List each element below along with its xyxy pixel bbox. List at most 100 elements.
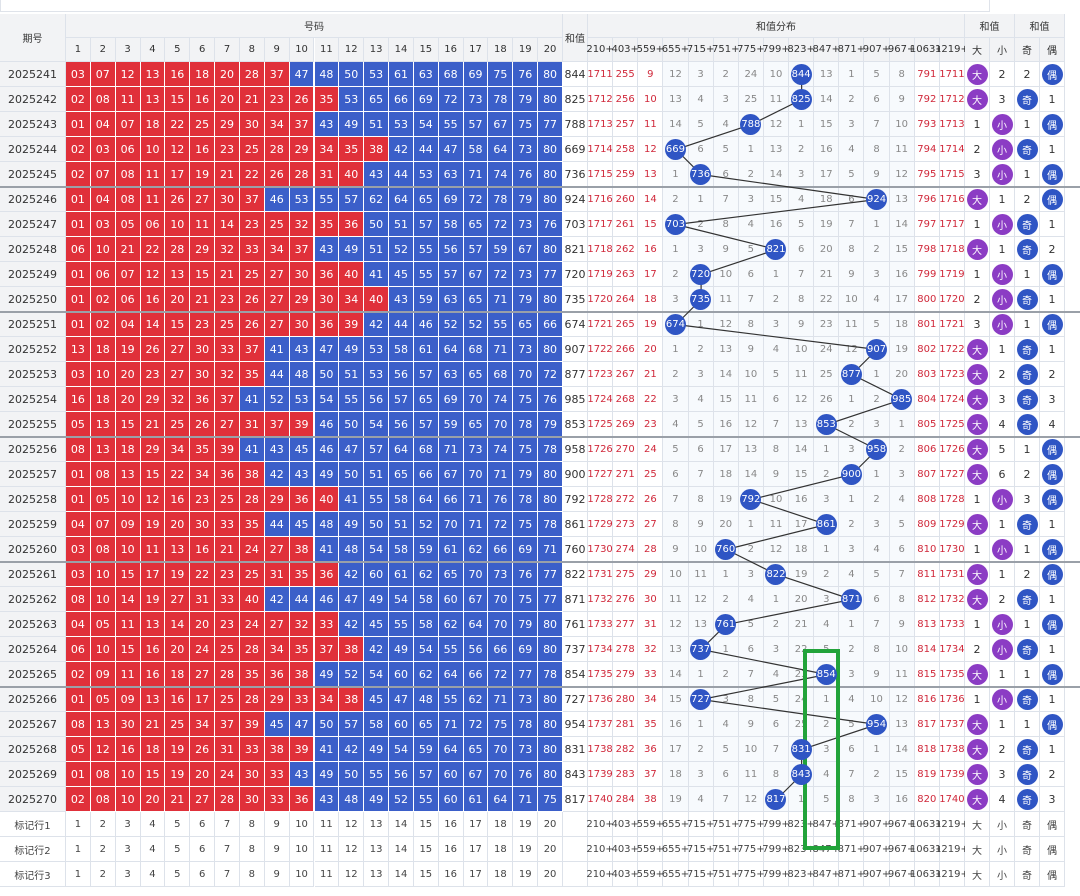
number-cell: 55 [413,787,439,812]
footer-bin: 823+ [787,812,815,837]
distribution-cell: 14 [889,212,915,237]
ball-label: 817 [765,788,787,810]
number-cell: 13 [140,612,166,637]
ball-label: 871 [840,588,862,610]
number-cell: 59 [488,237,514,262]
distribution-cell: 25 [814,362,840,387]
distribution-cell: 9 [864,662,890,687]
ball-label: 831 [790,738,812,760]
distribution-cell: 820 [914,787,940,812]
number-cell: 01 [66,312,91,337]
bigsmall-cell: 1 [990,337,1015,362]
number-cell: 29 [289,287,315,312]
number-cell: 13 [165,537,191,562]
number-cell: 64 [488,787,514,812]
distribution-cell: 7 [889,562,915,587]
number-cell: 27 [264,612,290,637]
footer-bin: 1063+ [910,837,944,862]
number-cell: 68 [463,337,489,362]
footer-bin: 751+ [712,812,739,837]
number-cell: 80 [538,762,563,787]
number-cell: 22 [190,562,216,587]
bigsmall-cell: 大 [965,187,990,212]
number-cell: 23 [215,137,240,162]
oddeven-cell: 奇 [1015,87,1040,112]
number-cell: 23 [239,212,265,237]
ball-label: 大 [966,563,988,585]
number-cell: 47 [339,437,365,462]
number-cell: 13 [165,262,191,287]
number-cell: 73 [513,687,539,712]
period-cell: 2025252 [0,337,66,362]
number-cell: 62 [463,687,489,712]
number-cell: 28 [289,162,315,187]
number-column-header: 17 [463,38,489,62]
distribution-cell: 1 [688,312,714,337]
number-cell: 28 [239,637,265,662]
distribution-cell: 1 [763,587,790,612]
number-cell: 66 [488,637,514,662]
number-cell: 77 [538,562,563,587]
distribution-cell: 1737 [587,712,614,737]
footer-bin: 715+ [687,837,714,862]
footer-bin: 715+ [687,862,714,887]
ball-label: 偶 [1041,438,1063,460]
number-cell: 37 [289,237,315,262]
footer-bin: 1219+ [935,837,969,862]
distribution-cell: 1716 [587,187,614,212]
distribution-cell: 1731 [939,562,965,587]
distribution-cell: 20 [713,512,739,537]
distribution-cell: 276 [613,587,639,612]
number-cell: 25 [239,562,265,587]
ball-label: 843 [790,763,812,785]
number-cell: 35 [314,87,340,112]
number-cell: 58 [413,587,439,612]
distribution-cell: 10 [763,62,790,87]
footer-number: 2 [90,837,116,862]
distribution-cell: 28 [638,537,664,562]
number-cell: 50 [339,412,365,437]
number-cell: 59 [413,287,439,312]
distribution-cell: 871 [839,587,865,612]
footer-bin: 751+ [712,837,739,862]
bigsmall-cell: 3 [990,387,1015,412]
number-cell: 31 [314,162,340,187]
distribution-cell: 1721 [939,312,965,337]
footer-bin: 210+ [586,812,614,837]
number-cell: 36 [289,487,315,512]
footer-number: 6 [190,812,216,837]
number-cell: 11 [115,612,141,637]
footer-bin: 210+ [586,862,614,887]
number-cell: 12 [115,62,141,87]
distribution-cell: 877 [839,362,865,387]
number-cell: 03 [90,137,116,162]
distribution-cell: 801 [914,312,940,337]
number-cell: 55 [389,612,414,637]
sum-cell: 907 [563,337,588,362]
footer-bin: 403+ [611,837,639,862]
distribution-cell: 9 [663,537,689,562]
number-cell: 54 [364,662,390,687]
footer-bin: 799+ [762,812,790,837]
ball-label: 偶 [1041,63,1063,85]
distribution-cell: 2 [713,62,739,87]
distribution-cell: 16 [889,262,915,287]
number-cell: 78 [513,487,539,512]
distribution-cell: 7 [864,612,890,637]
distribution-cell: 2 [663,362,689,387]
period-cell: 2025263 [0,612,66,637]
footer-number: 6 [190,862,216,887]
number-cell: 05 [66,737,91,762]
number-cell: 13 [140,62,166,87]
distribution-cell: 262 [613,237,639,262]
number-cell: 55 [364,487,390,512]
footer-number: 8 [239,837,265,862]
distribution-cell: 1718 [939,237,965,262]
number-cell: 46 [413,312,439,337]
number-cell: 19 [165,737,191,762]
footer-bin: 655+ [662,837,689,862]
number-cell: 08 [90,787,116,812]
distribution-cell: 1728 [939,487,965,512]
oddeven-cell: 奇 [1015,237,1040,262]
